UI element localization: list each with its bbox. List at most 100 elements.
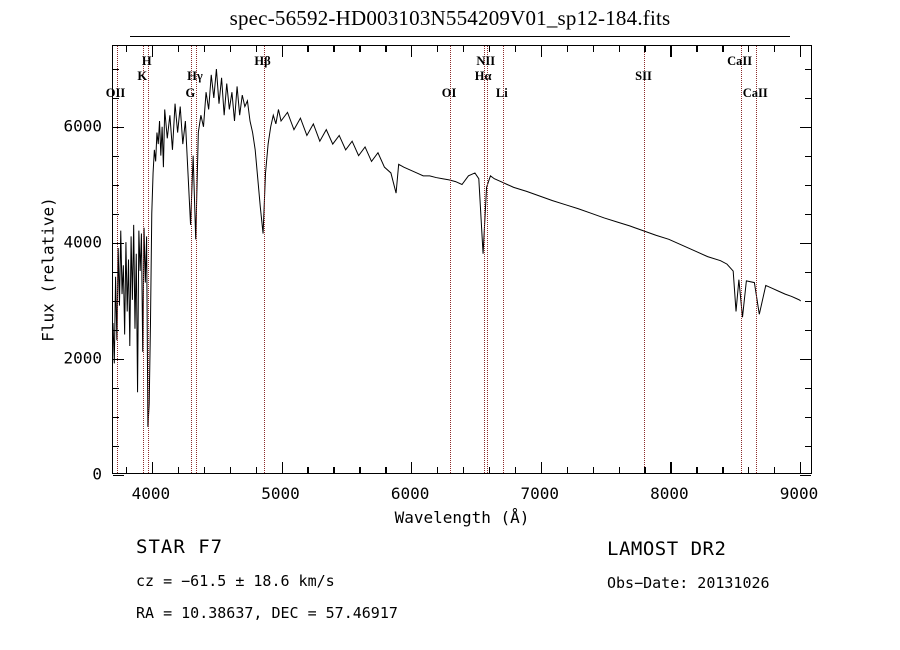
spectral-line-label: Hγ	[187, 69, 203, 83]
axis-tick	[229, 467, 231, 473]
spectral-line-label: Li	[495, 86, 508, 100]
spectral-line-label: G	[185, 86, 196, 100]
axis-tick	[113, 359, 124, 361]
spectral-line-label: Hβ	[254, 54, 271, 68]
x-axis-tick-label: 6000	[390, 484, 430, 503]
spectral-line-label: NII	[476, 54, 496, 68]
axis-tick	[113, 156, 119, 158]
axis-tick	[113, 330, 119, 332]
spectral-line-label: OII	[105, 86, 126, 100]
spectral-line-marker	[756, 46, 758, 473]
spectral-line-label: H	[141, 54, 152, 68]
axis-tick	[113, 388, 119, 390]
spectral-line-label: CaII	[742, 86, 768, 100]
axis-tick	[805, 388, 811, 390]
x-axis-tick-label: 8000	[650, 484, 689, 503]
axis-tick	[514, 46, 517, 52]
axis-tick	[437, 46, 439, 52]
axis-tick	[670, 462, 672, 473]
axis-tick	[592, 46, 594, 52]
spectral-line-marker	[116, 46, 118, 473]
x-axis-tick-label: 5000	[261, 484, 300, 503]
axis-tick	[359, 467, 361, 473]
axis-tick	[805, 98, 811, 100]
axis-tick	[540, 462, 543, 473]
axis-tick	[359, 46, 361, 52]
axis-tick	[113, 301, 119, 303]
spectral-line-marker	[644, 46, 646, 473]
axis-tick	[151, 462, 154, 473]
x-axis-tick-label: 7000	[520, 484, 560, 503]
axis-tick	[125, 46, 128, 52]
footer-coordinates: RA = 10.38637, DEC = 57.46917	[136, 604, 398, 622]
axis-tick	[805, 446, 811, 448]
axis-tick	[514, 467, 517, 473]
spectral-line-marker	[191, 46, 193, 473]
axis-tick	[255, 46, 257, 52]
axis-tick	[463, 46, 465, 52]
axis-tick	[307, 46, 309, 52]
axis-tick	[722, 46, 724, 52]
axis-tick	[255, 467, 257, 473]
spectral-line-label: Hα	[474, 69, 492, 83]
axis-tick	[696, 467, 698, 473]
axis-tick	[566, 46, 568, 52]
axis-tick	[333, 46, 335, 52]
footer-survey-name: LAMOST DR2	[607, 538, 727, 560]
axis-tick	[805, 330, 811, 332]
axis-tick	[113, 272, 119, 274]
axis-tick	[281, 46, 283, 57]
axis-tick	[113, 417, 119, 419]
axis-tick	[805, 272, 811, 274]
spectrum-curve	[113, 46, 811, 473]
axis-tick	[113, 446, 119, 448]
spectral-line-marker	[502, 46, 504, 473]
axis-tick	[411, 46, 413, 57]
axis-tick	[748, 46, 750, 52]
axis-tick	[774, 467, 776, 473]
axis-tick	[540, 46, 543, 57]
footer-redshift-velocity: cz = −61.5 ± 18.6 km/s	[136, 572, 335, 590]
axis-tick	[113, 475, 124, 477]
spectral-line-label: CaII	[727, 54, 753, 68]
spectral-line-label: SII	[635, 69, 652, 83]
axis-tick	[670, 46, 672, 57]
x-axis-title: Wavelength (Å)	[394, 508, 530, 527]
axis-tick	[805, 185, 811, 187]
axis-tick	[800, 127, 811, 129]
x-axis-tick-label: 9000	[779, 484, 819, 503]
axis-tick	[411, 462, 413, 473]
axis-tick	[203, 46, 206, 52]
title-underline	[130, 36, 790, 37]
spectral-line-marker	[484, 46, 486, 473]
spectral-line-marker	[143, 46, 145, 473]
axis-tick	[488, 467, 491, 473]
footer-object-class: STAR F7	[136, 536, 224, 558]
axis-tick	[644, 467, 646, 473]
axis-tick	[113, 243, 124, 245]
x-axis-tick-label: 4000	[131, 484, 171, 503]
axis-tick	[774, 46, 776, 52]
axis-tick	[748, 467, 750, 473]
axis-tick	[800, 46, 802, 57]
axis-tick	[800, 243, 811, 245]
axis-tick	[805, 69, 811, 71]
axis-tick	[177, 467, 180, 473]
axis-tick	[800, 475, 811, 477]
axis-tick	[644, 46, 646, 52]
axis-tick	[463, 467, 465, 473]
y-axis-tick-label: 0	[92, 464, 102, 484]
spectral-line-marker	[450, 46, 452, 473]
spectral-line-marker	[195, 46, 197, 473]
axis-tick	[696, 46, 698, 52]
axis-tick	[437, 467, 439, 473]
axis-tick	[805, 156, 811, 158]
axis-tick	[805, 301, 811, 303]
axis-tick	[805, 417, 811, 419]
y-axis-tick-label: 2000	[63, 348, 102, 368]
axis-tick	[125, 467, 128, 473]
axis-tick	[800, 359, 811, 361]
axis-tick	[385, 467, 387, 473]
axis-tick	[113, 127, 124, 129]
axis-tick	[333, 467, 335, 473]
